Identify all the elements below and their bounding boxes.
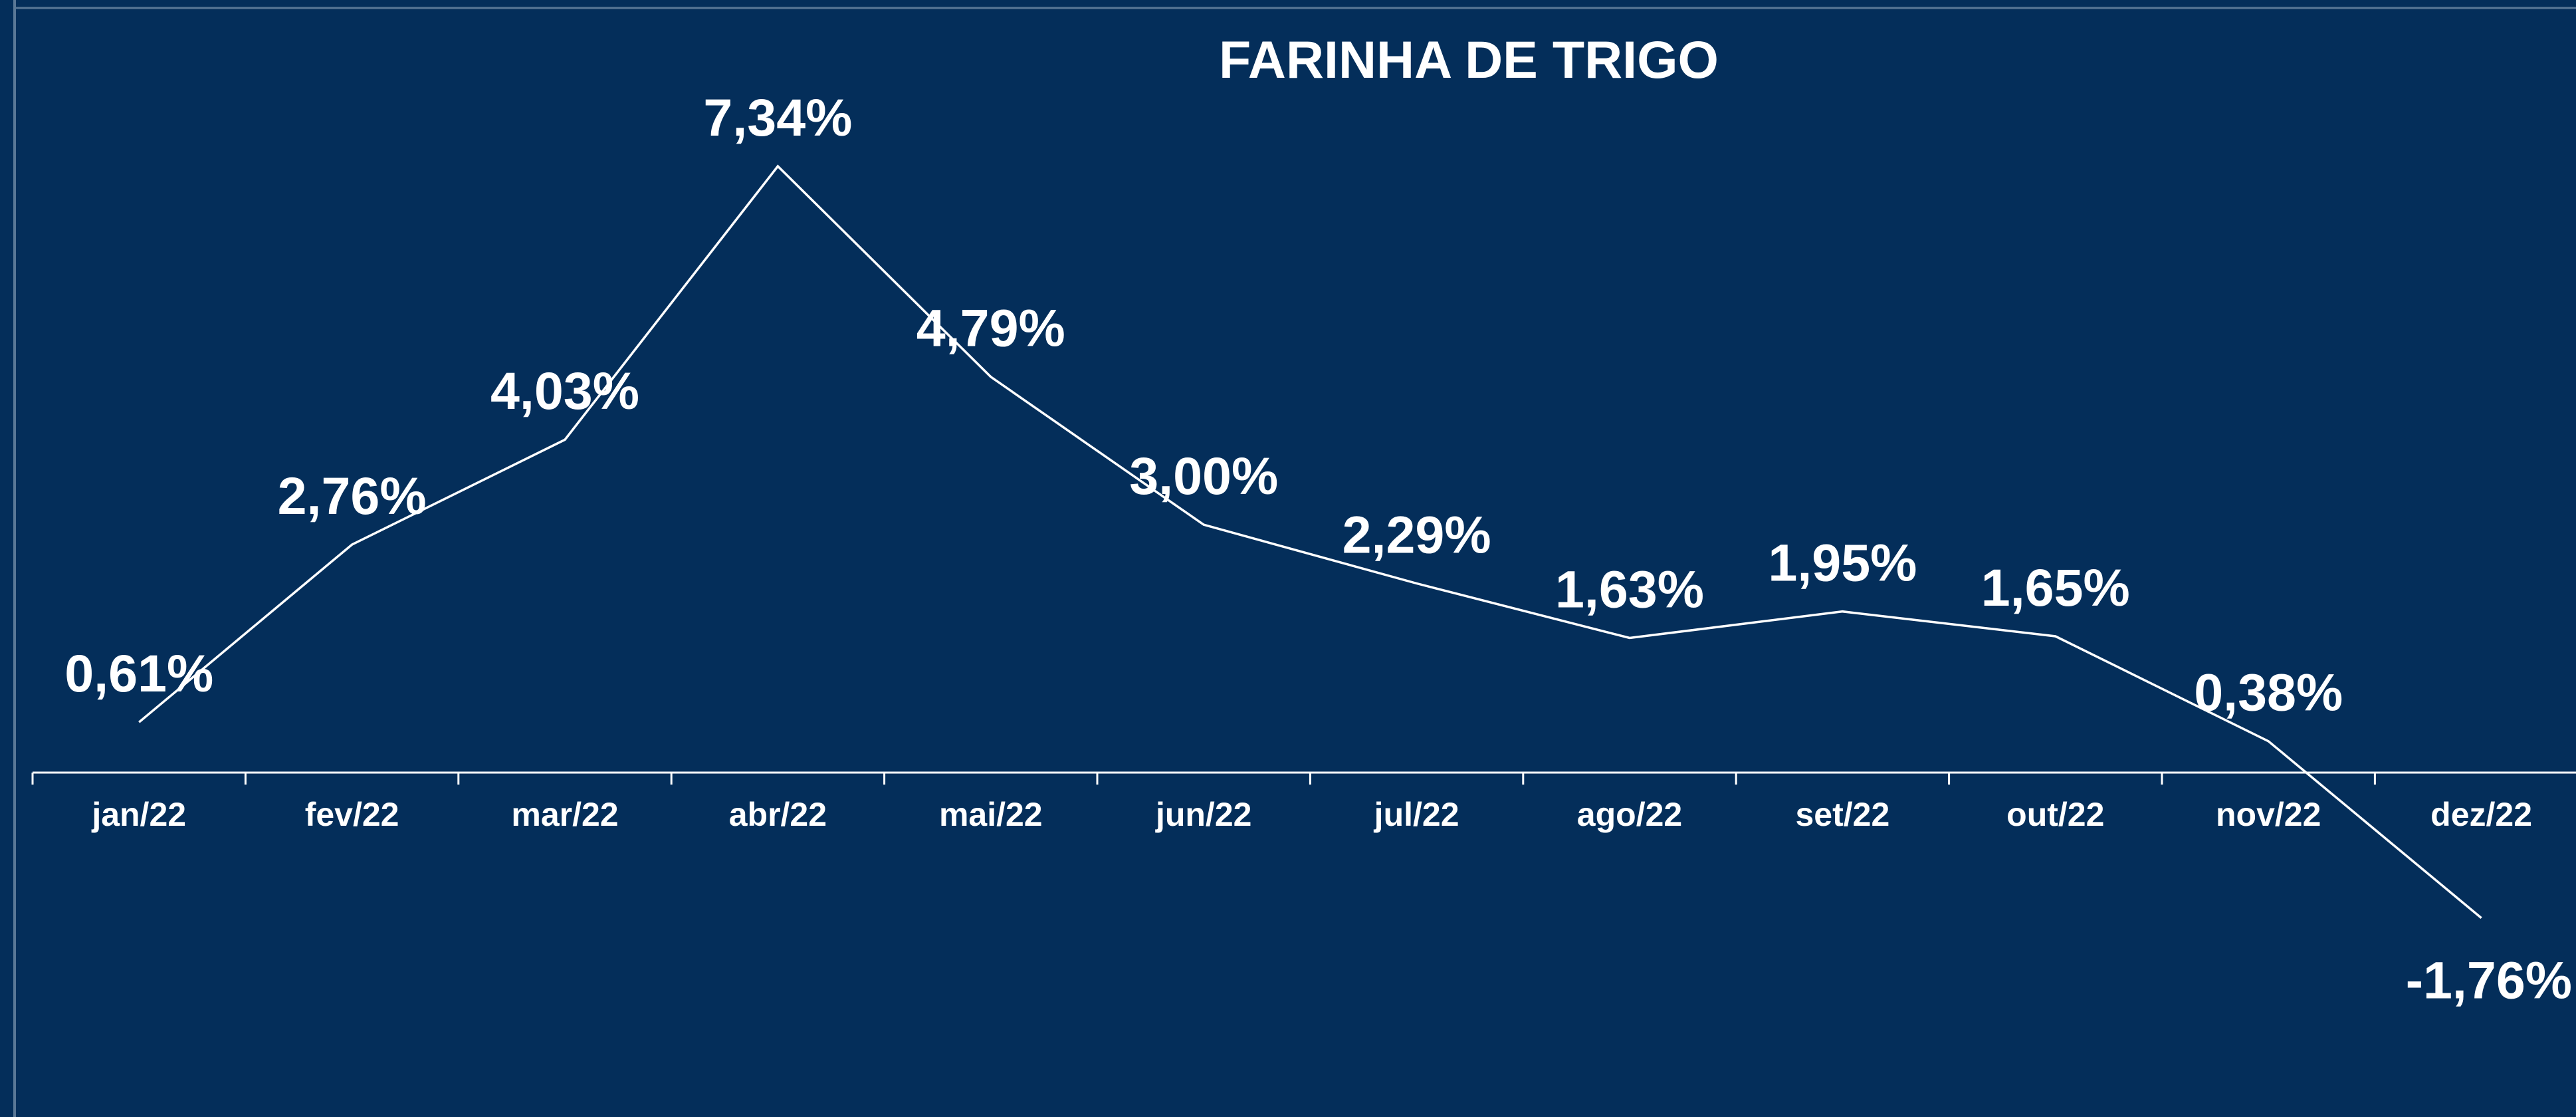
data-label: 3,00% [1129,446,1278,505]
x-tick-label: fev/22 [305,796,399,833]
data-label: -1,76% [2406,951,2572,1010]
chart-title: FARINHA DE TRIGO [1219,30,1719,89]
x-tick-label: dez/22 [2430,796,2532,833]
x-tick-label: nov/22 [2216,796,2321,833]
data-label: 1,65% [1981,558,2130,617]
x-tick-label: abr/22 [729,796,827,833]
x-tick-label: mai/22 [939,796,1043,833]
data-label: 2,29% [1342,505,1491,564]
x-tick-label: set/22 [1796,796,1890,833]
x-tick-label: jun/22 [1155,796,1251,833]
line [138,164,2482,920]
data-label: 4,03% [490,361,639,420]
data-label: 1,95% [1768,533,1917,592]
data-label: 0,38% [2194,663,2343,722]
data-label: 1,63% [1555,559,1704,618]
data-label: 4,79% [916,299,1065,358]
x-tick-label: jul/22 [1374,796,1459,833]
x-tick-label: ago/22 [1577,796,1682,833]
data-label: 0,61% [64,644,213,703]
data-label: 2,76% [278,466,427,525]
x-tick-label: out/22 [2006,796,2104,833]
x-tick-label: mar/22 [511,796,618,833]
x-tick-label: jan/22 [91,796,186,833]
data-label: 7,34% [703,88,852,147]
